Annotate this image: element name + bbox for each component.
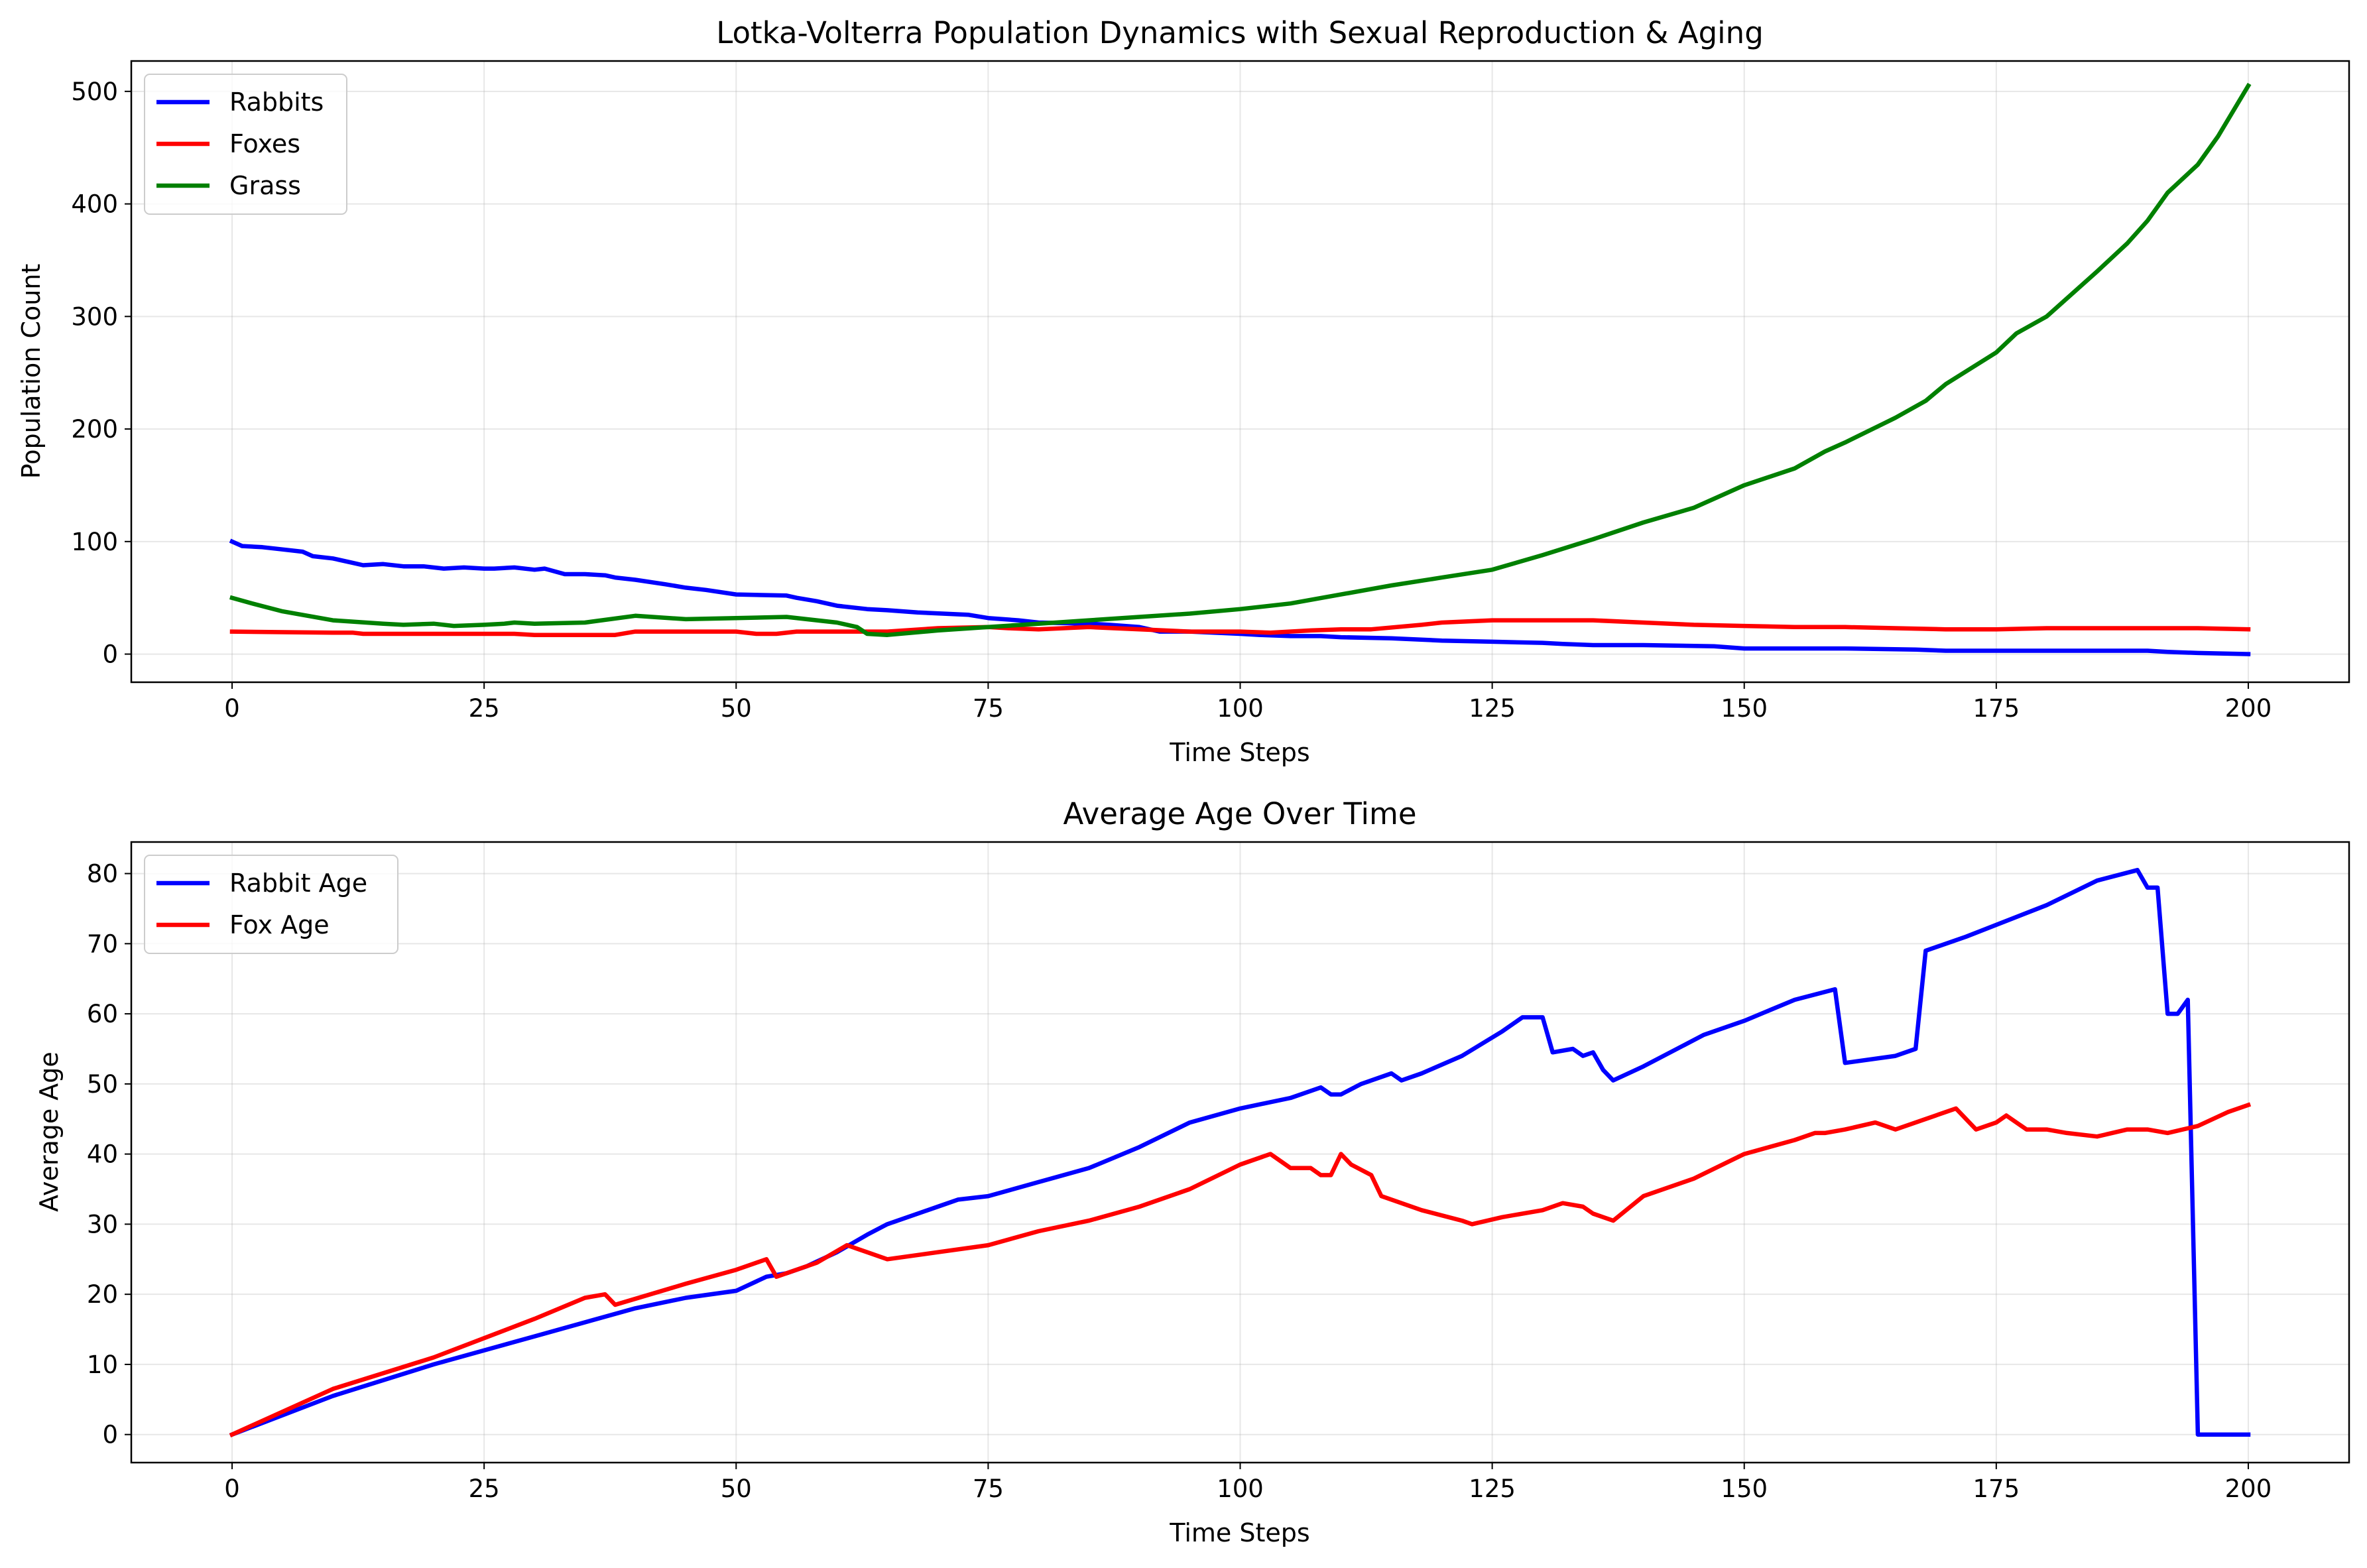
population-series-group	[229, 82, 2252, 656]
population-series-grass	[229, 82, 2252, 637]
population-x-tick-label: 175	[1973, 694, 2020, 723]
age-legend-label: Rabbit Age	[229, 869, 367, 898]
population-chart-title: Lotka-Volterra Population Dynamics with …	[716, 15, 1764, 50]
age-x-tick-label: 200	[2225, 1475, 2272, 1503]
age-series-fox-age	[229, 1102, 2252, 1438]
population-x-ticks: 0 25 50 75 100 125 150 175 200	[224, 682, 2272, 723]
age-y-tick-label: 50	[87, 1070, 118, 1099]
population-y-tick-label: 200	[71, 415, 118, 444]
age-x-tick-label: 175	[1973, 1475, 2020, 1503]
population-legend-frame	[144, 74, 347, 215]
age-x-tick-label: 150	[1721, 1475, 1768, 1503]
age-x-tick-label: 0	[224, 1475, 240, 1503]
age-x-tick-label: 100	[1217, 1475, 1264, 1503]
population-y-tick-label: 400	[71, 190, 118, 219]
population-legend-label: Rabbits	[229, 88, 324, 117]
age-series-group	[229, 868, 2252, 1438]
population-x-tick-label: 100	[1217, 694, 1264, 723]
age-y-tick-label: 80	[87, 860, 118, 888]
population-x-tick-label: 75	[973, 694, 1004, 723]
population-y-ticks: 0 100 200 300 400 500	[71, 78, 131, 669]
age-y-ticks: 0 10 20 30 40 50 60 70 80	[87, 860, 131, 1449]
age-legend: Rabbit Age Fox Age	[144, 855, 398, 954]
population-legend: Rabbits Foxes Grass	[144, 74, 347, 215]
age-x-tick-label: 75	[973, 1475, 1004, 1503]
age-legend-label: Fox Age	[229, 910, 330, 939]
age-y-tick-label: 60	[87, 1000, 118, 1028]
age-y-tick-label: 20	[87, 1280, 118, 1309]
population-x-tick-label: 50	[721, 694, 752, 723]
age-legend-frame	[144, 855, 398, 954]
population-x-tick-label: 0	[224, 694, 240, 723]
age-y-tick-label: 40	[87, 1140, 118, 1169]
age-x-tick-label: 50	[721, 1475, 752, 1503]
population-x-tick-label: 125	[1469, 694, 1516, 723]
age-y-axis-label: Average Age	[34, 1052, 64, 1212]
population-y-tick-label: 0	[102, 640, 118, 669]
population-x-axis-label: Time Steps	[1169, 738, 1309, 767]
population-subplot: Lotka-Volterra Population Dynamics with …	[17, 15, 2350, 767]
age-subplot: Average Age Over Time Time Steps Average…	[34, 796, 2350, 1547]
age-y-tick-label: 30	[87, 1210, 118, 1238]
population-x-tick-label: 150	[1721, 694, 1768, 723]
age-grid	[131, 842, 2349, 1463]
age-chart-title: Average Age Over Time	[1063, 796, 1416, 831]
age-x-tick-label: 125	[1469, 1475, 1516, 1503]
population-series-rabbits	[229, 538, 2251, 656]
age-x-tick-label: 25	[469, 1475, 500, 1503]
population-y-tick-label: 500	[71, 78, 118, 106]
population-legend-label: Grass	[229, 171, 301, 200]
population-y-tick-label: 300	[71, 302, 118, 331]
population-x-tick-label: 200	[2225, 694, 2272, 723]
population-grid	[131, 61, 2349, 682]
age-x-axis-label: Time Steps	[1169, 1518, 1309, 1547]
age-y-tick-label: 10	[87, 1351, 118, 1379]
population-x-tick-label: 25	[469, 694, 500, 723]
population-y-tick-label: 100	[71, 528, 118, 556]
population-legend-label: Foxes	[229, 129, 300, 158]
population-y-axis-label: Population Count	[17, 264, 46, 479]
age-y-tick-label: 70	[87, 930, 118, 958]
population-series-foxes	[229, 618, 2251, 637]
age-y-tick-label: 0	[102, 1421, 118, 1449]
age-x-ticks: 0 25 50 75 100 125 150 175 200	[224, 1463, 2272, 1503]
